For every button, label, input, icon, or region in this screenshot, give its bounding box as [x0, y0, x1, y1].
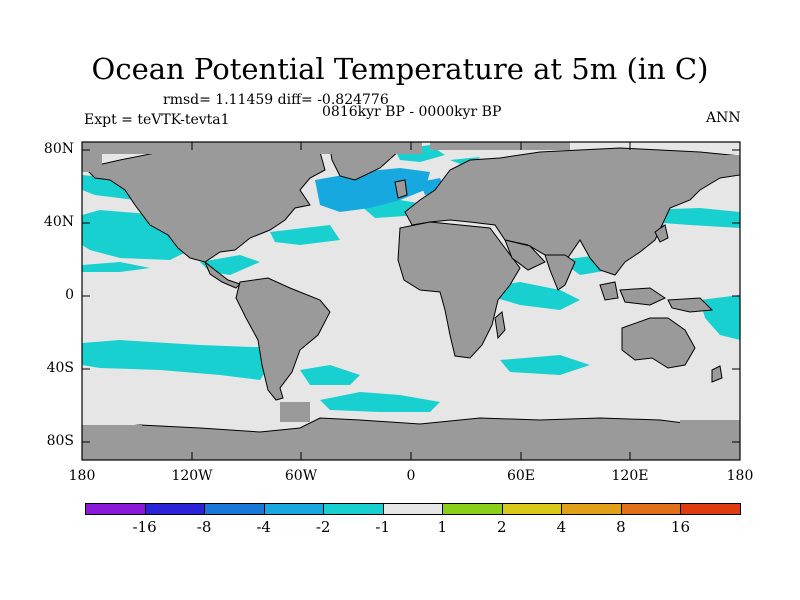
colorbar-label: -8	[196, 518, 212, 536]
colorbar-swatch	[323, 503, 384, 515]
lat-label-80n: 80N	[43, 141, 74, 157]
colorbar-label: -1	[375, 518, 391, 536]
colorbar-label: 4	[556, 518, 567, 536]
map-title: Ocean Potential Temperature at 5m (in C)	[91, 52, 709, 86]
stats-readout: rmsd= 1.11459 diff= -0.824776	[163, 92, 389, 108]
lon-label-180e: 180	[726, 468, 754, 484]
colorbar-swatch	[561, 503, 622, 515]
lat-ticks	[82, 149, 740, 443]
colorbar-swatch	[620, 503, 682, 515]
lat-label-40n: 40N	[43, 214, 74, 230]
lat-label-40s: 40S	[46, 360, 74, 376]
colorbar-label: -2	[315, 518, 331, 536]
lon-label-120w: 120W	[171, 468, 213, 484]
time-period: 0816kyr BP - 0000kyr BP	[322, 104, 502, 120]
lon-label-0: 0	[406, 468, 416, 484]
lat-label-80s: 80S	[46, 433, 74, 449]
colorbar-label: 2	[497, 518, 507, 536]
colorbar-swatch	[501, 503, 563, 515]
lon-label-60e: 60E	[506, 468, 536, 484]
lon-ticks	[81, 142, 741, 460]
lon-label-180w: 180	[68, 468, 96, 484]
eurasia	[404, 147, 741, 276]
colorbar-label: -4	[256, 518, 271, 536]
lat-label-0: 0	[65, 287, 74, 303]
season-label: ANN	[706, 110, 741, 126]
colorbar-label: 16	[670, 518, 690, 536]
colorbar-swatch	[263, 503, 325, 515]
colorbar-swatch	[85, 503, 146, 515]
australia	[621, 317, 696, 369]
colorbar-swatch	[204, 503, 265, 515]
africa	[397, 221, 521, 359]
colorbar-swatch	[442, 503, 503, 515]
colorbar-swatch	[382, 503, 444, 515]
lon-label-60w: 60W	[284, 468, 318, 484]
colorbar-swatch	[144, 503, 206, 515]
colorbar-label: 1	[437, 518, 448, 536]
colorbar-label: -16	[132, 518, 157, 536]
colorbar-swatch	[680, 503, 741, 515]
experiment-label: Expt = teVTK-tevta1	[84, 112, 230, 128]
colorbar-label: 8	[616, 518, 626, 536]
south-america	[235, 277, 331, 401]
lon-label-120e: 120E	[611, 468, 649, 484]
